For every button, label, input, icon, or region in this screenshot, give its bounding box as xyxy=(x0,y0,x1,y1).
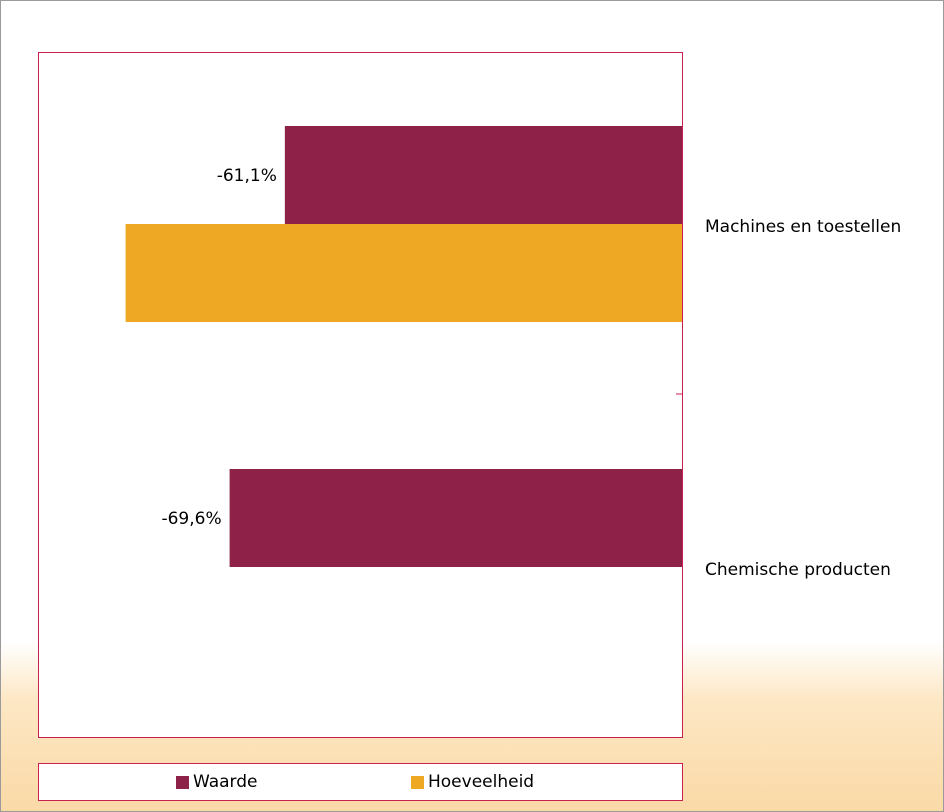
legend-label-waarde: Waarde xyxy=(193,772,258,792)
bar-waarde-0 xyxy=(284,126,682,224)
legend-swatch-hoeveelheid xyxy=(411,775,424,789)
data-label: -61,1% xyxy=(217,166,277,186)
bar-hoeveelheid-0 xyxy=(125,224,683,322)
category-label: Chemische producten xyxy=(705,560,891,580)
legend-label-hoeveelheid: Hoeveelheid xyxy=(428,772,535,792)
legend-item-waarde: Waarde xyxy=(176,772,258,792)
legend-item-hoeveelheid: Hoeveelheid xyxy=(411,772,534,792)
category-label: Machines en toestellen xyxy=(705,217,901,237)
data-label: -69,6% xyxy=(161,509,221,529)
bar-waarde-1 xyxy=(229,469,682,567)
legend: Waarde Hoeveelheid xyxy=(38,763,683,801)
legend-swatch-waarde xyxy=(176,775,189,789)
